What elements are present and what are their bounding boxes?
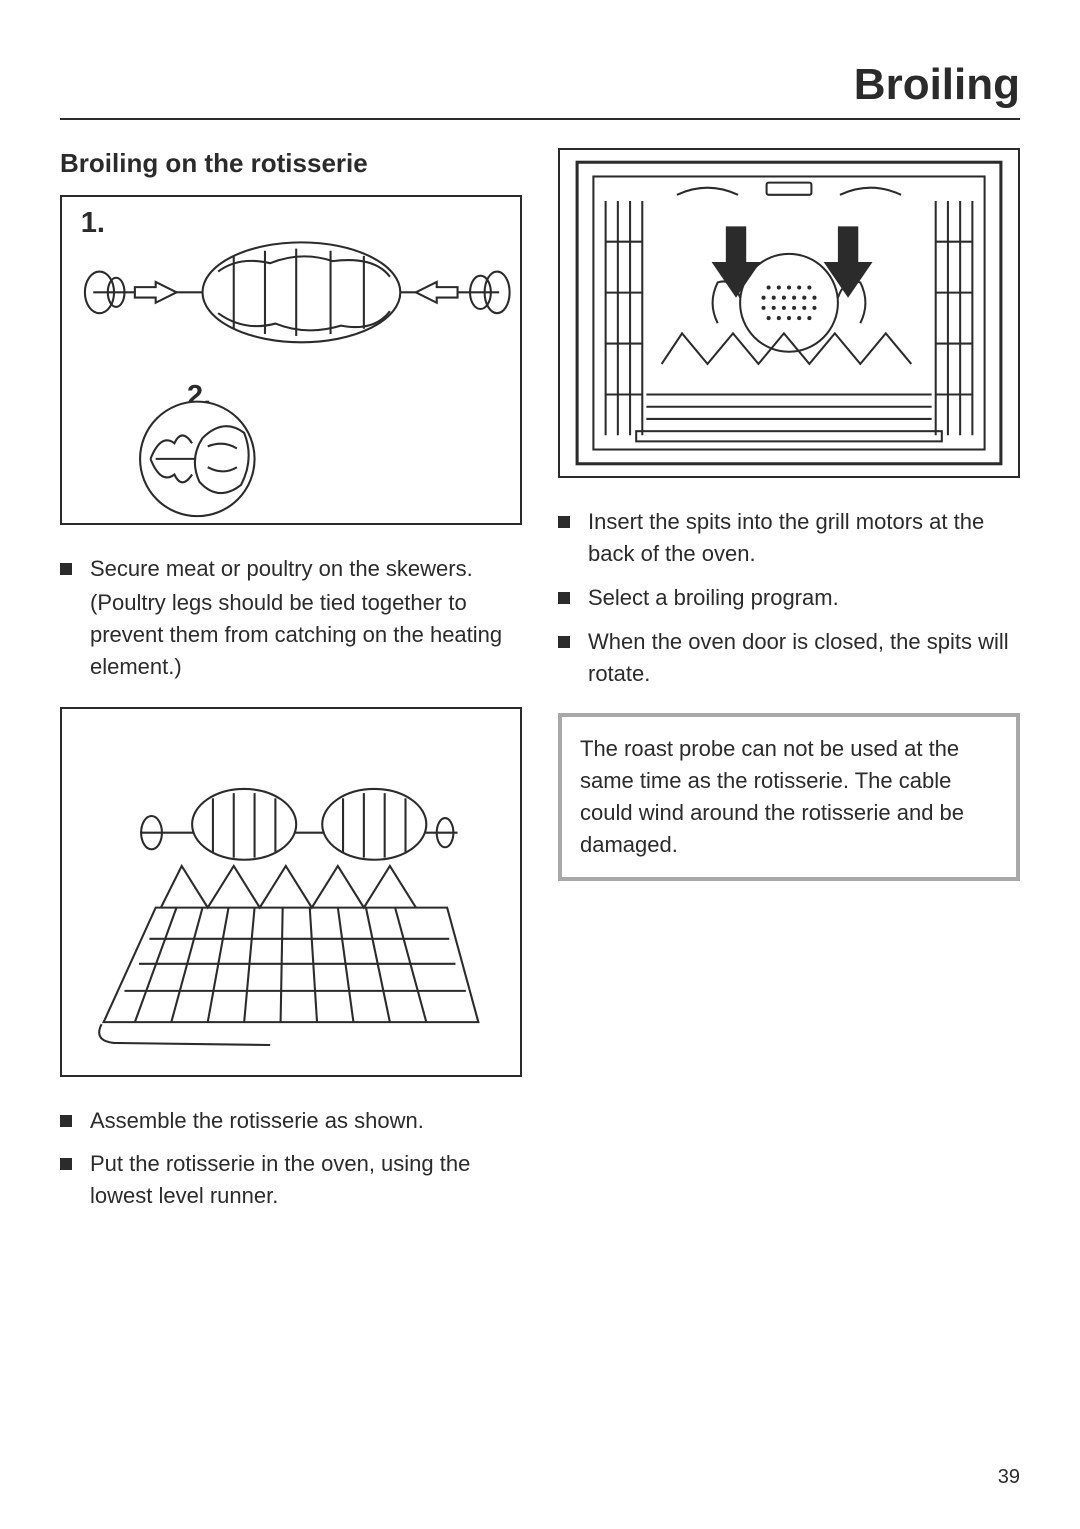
columns: Broiling on the rotisserie 1. (60, 148, 1020, 1236)
right-bullets: Insert the spits into the grill motors a… (558, 506, 1020, 689)
page-header: Broiling (60, 60, 1020, 120)
warning-note: The roast probe can not be used at the s… (558, 713, 1020, 881)
page: Broiling Broiling on the rotisserie 1. (0, 0, 1080, 1529)
left-bullets-1: Secure meat or poultry on the skewers. (… (60, 553, 522, 683)
figure-label-1: 1. (81, 207, 105, 239)
list-item: Insert the spits into the grill motors a… (558, 506, 1020, 570)
warning-note-text: The roast probe can not be used at the s… (580, 736, 964, 857)
left-column: Broiling on the rotisserie 1. (60, 148, 522, 1236)
list-item: When the oven door is closed, the spits … (558, 626, 1020, 690)
right-column: Insert the spits into the grill motors a… (558, 148, 1020, 1236)
list-item-text: Assemble the rotisserie as shown. (90, 1108, 424, 1133)
list-item: Put the rotisserie in the oven, using th… (60, 1148, 522, 1212)
figure-skewer-meat: 1. (60, 195, 522, 525)
page-title: Broiling (854, 60, 1020, 109)
oven-interior-illustration (560, 150, 1018, 476)
list-item-text: Select a broiling program. (588, 585, 839, 610)
list-item-text: Secure meat or poultry on the skewers. (90, 556, 473, 581)
list-item: Assemble the rotisserie as shown. (60, 1105, 522, 1137)
page-number: 39 (998, 1466, 1020, 1489)
list-item-text: When the oven door is closed, the spits … (588, 629, 1009, 686)
left-bullets-2: Assemble the rotisserie as shown. Put th… (60, 1105, 522, 1213)
section-title: Broiling on the rotisserie (60, 148, 522, 179)
list-item-subtext: (Poultry legs should be tied together to… (90, 587, 522, 683)
list-item-text: Put the rotisserie in the oven, using th… (90, 1151, 470, 1208)
rotisserie-rack-illustration (62, 709, 520, 1075)
figure-oven-interior (558, 148, 1020, 478)
list-item: Select a broiling program. (558, 582, 1020, 614)
skewer-meat-illustration: 1. (62, 197, 520, 523)
list-item-text: Insert the spits into the grill motors a… (588, 509, 984, 566)
list-item: Secure meat or poultry on the skewers. (… (60, 553, 522, 683)
figure-rotisserie-rack (60, 707, 522, 1077)
